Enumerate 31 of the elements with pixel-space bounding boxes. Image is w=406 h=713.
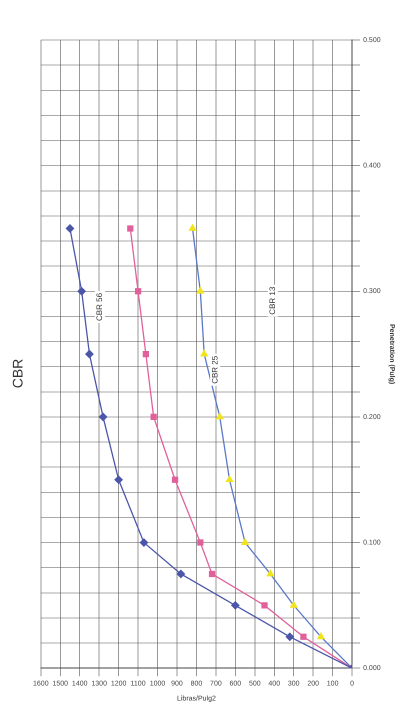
annotation: CBR 56: [95, 292, 104, 321]
point: [172, 476, 178, 483]
point: [300, 634, 307, 640]
point: [241, 538, 249, 545]
point: [290, 601, 298, 608]
point: [286, 632, 294, 641]
point: [150, 414, 157, 420]
point: [134, 288, 142, 294]
point: [208, 570, 216, 578]
point: [266, 570, 274, 576]
point: [85, 350, 94, 358]
point: [197, 539, 204, 546]
text: CBR: [9, 358, 26, 388]
point: [216, 412, 224, 420]
point: [176, 570, 186, 578]
point: [127, 225, 134, 232]
point: [231, 601, 240, 610]
point: [114, 476, 123, 484]
point: [142, 350, 149, 358]
point: [200, 350, 208, 356]
point: [98, 412, 108, 422]
point: [226, 476, 234, 482]
point: [66, 224, 74, 233]
point: [188, 224, 196, 231]
point: [261, 602, 268, 609]
point: [140, 538, 148, 547]
point: [196, 287, 204, 294]
point: [78, 287, 86, 296]
annotation: CBR 13: [268, 286, 277, 315]
annotation: CBR 25: [210, 355, 220, 384]
point: [317, 632, 325, 640]
